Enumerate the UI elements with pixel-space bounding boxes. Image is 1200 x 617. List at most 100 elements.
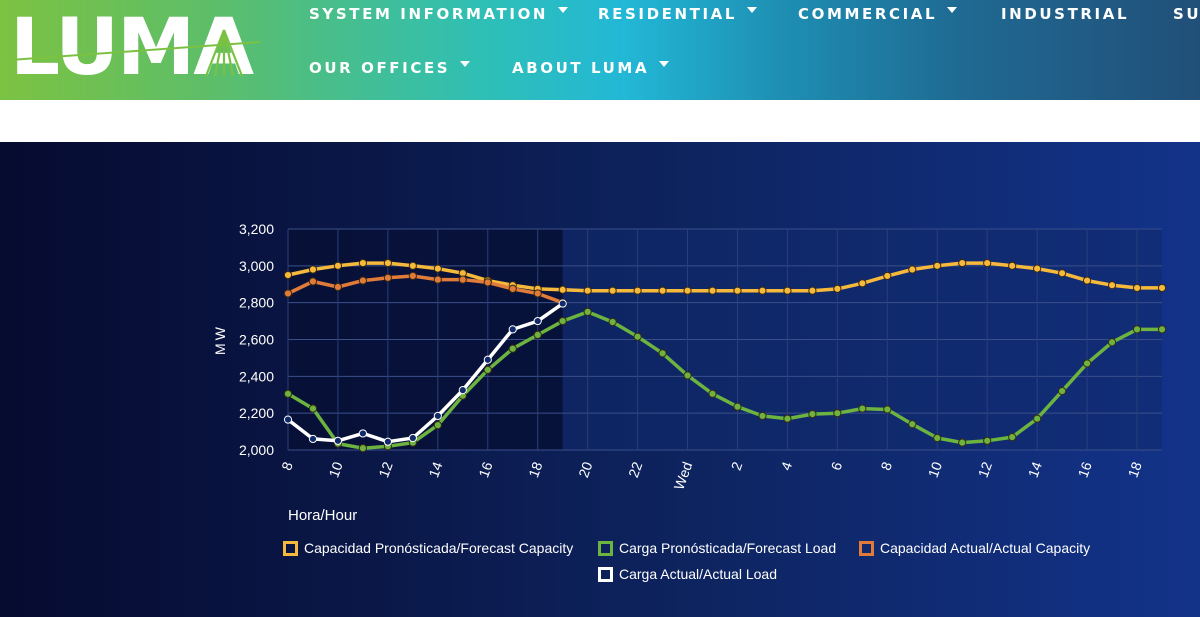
nav-label: ABOUT LUMA: [512, 59, 650, 77]
data-point: [283, 415, 293, 424]
data-point: [433, 275, 442, 284]
data-point: [483, 355, 492, 364]
legend-swatch: [598, 566, 613, 582]
caret-down-icon: [947, 7, 958, 13]
legend-actual-load[interactable]: Carga Actual/Actual Load: [598, 566, 777, 582]
x-tick-label: 16: [1075, 459, 1095, 479]
y-tick-label: 2,200: [239, 405, 274, 421]
data-point: [558, 285, 567, 294]
nav-label: OUR OFFICES: [309, 59, 451, 77]
data-point: [583, 307, 592, 316]
data-point: [433, 421, 442, 430]
x-tick-label: 2: [728, 459, 746, 472]
x-tick-label: 4: [778, 459, 796, 472]
nav-commercial[interactable]: COMMERCIAL: [798, 5, 958, 23]
data-point: [933, 261, 942, 270]
x-tick-label: 8: [278, 459, 296, 472]
data-point: [883, 405, 892, 414]
data-point: [333, 261, 343, 270]
data-point: [558, 299, 567, 308]
load-chart: 2,000 2,200 2,400 2,600 2,800 3,000 3,200 8 10 12…: [212, 221, 1167, 524]
data-point: [533, 330, 542, 339]
site-header: LUMA SYSTEM INFORMATION RESIDENTIAL COMM…: [0, 0, 1200, 100]
data-point: [358, 429, 368, 438]
data-point: [333, 436, 343, 445]
y-tick-label: 3,000: [239, 258, 274, 274]
data-point: [683, 286, 692, 295]
logo-text: LUMA: [10, 12, 254, 82]
caret-down-icon: [747, 7, 758, 13]
data-point: [333, 282, 343, 292]
data-point: [458, 386, 467, 395]
nav-our-offices[interactable]: OUR OFFICES: [309, 59, 471, 77]
data-point: [1033, 414, 1042, 423]
data-point: [508, 284, 517, 293]
data-point: [483, 278, 492, 287]
data-point: [758, 286, 767, 295]
data-point: [533, 316, 542, 326]
data-point: [833, 284, 842, 293]
x-axis-title: Hora/Hour: [288, 507, 357, 524]
nav-label: SYSTEM INFORMATION: [309, 5, 549, 23]
data-point: [633, 286, 642, 295]
nav-label: RESIDENTIAL: [598, 5, 738, 23]
legend-forecast-load[interactable]: Carga Pronósticada/Forecast Load: [598, 540, 836, 556]
nav-industrial[interactable]: INDUSTRIAL: [1001, 5, 1129, 23]
luma-logo[interactable]: LUMA: [10, 12, 260, 82]
data-point: [1033, 264, 1042, 273]
x-tick-label: 22: [625, 459, 645, 479]
data-point: [408, 261, 417, 270]
nav-about-luma[interactable]: ABOUT LUMA: [512, 59, 670, 77]
data-point: [358, 444, 368, 453]
data-point: [733, 402, 742, 411]
y-tick-label: 3,200: [239, 221, 274, 237]
nav-label: SU: [1173, 5, 1200, 23]
data-point: [608, 317, 617, 327]
x-tick-label: 10: [925, 459, 945, 479]
y-tick-label: 2,600: [239, 332, 274, 348]
x-tick-label: 18: [1124, 459, 1144, 479]
legend-swatch: [598, 540, 613, 556]
data-point: [433, 411, 442, 421]
data-point: [1107, 338, 1117, 347]
data-point: [983, 258, 992, 268]
nav-residential[interactable]: RESIDENTIAL: [598, 5, 758, 23]
data-point: [1157, 283, 1167, 293]
nav-truncated[interactable]: SU: [1173, 5, 1200, 23]
data-point: [808, 409, 817, 419]
x-tick-label: 20: [575, 459, 595, 479]
caret-down-icon: [558, 7, 569, 13]
data-point: [683, 371, 692, 380]
data-point: [783, 414, 792, 423]
legend-actual-capacity[interactable]: Capacidad Actual/Actual Capacity: [859, 540, 1090, 556]
data-point: [383, 437, 392, 446]
data-point: [1157, 325, 1167, 334]
nav-label: COMMERCIAL: [798, 5, 938, 23]
chart-panel: 2,000 2,200 2,400 2,600 2,800 3,000 3,200 8 10 12…: [0, 142, 1200, 617]
data-point: [433, 264, 442, 273]
data-point: [908, 265, 917, 274]
data-point: [308, 434, 318, 444]
data-point: [733, 286, 742, 295]
data-point: [658, 349, 667, 358]
data-point: [308, 404, 318, 413]
data-point: [483, 365, 492, 374]
legend-forecast-capacity[interactable]: Capacidad Pronósticada/Forecast Capacity: [283, 540, 573, 556]
legend-label: Carga Actual/Actual Load: [619, 566, 777, 582]
data-point: [508, 344, 517, 353]
series-line-1: [286, 310, 1164, 450]
data-point: [358, 276, 368, 285]
data-point: [833, 409, 842, 418]
legend-label: Capacidad Actual/Actual Capacity: [880, 540, 1091, 556]
nav-system-information[interactable]: SYSTEM INFORMATION: [309, 5, 569, 23]
x-tick-label: 14: [1025, 459, 1045, 479]
x-tick-label: Wed: [671, 460, 696, 492]
data-point: [1082, 359, 1092, 368]
legend-swatch: [283, 540, 298, 556]
data-point: [583, 286, 592, 295]
data-point: [1008, 433, 1017, 442]
data-point: [533, 289, 542, 298]
data-point: [508, 325, 517, 334]
x-tick-label: 14: [425, 459, 445, 479]
data-point: [1008, 261, 1017, 270]
